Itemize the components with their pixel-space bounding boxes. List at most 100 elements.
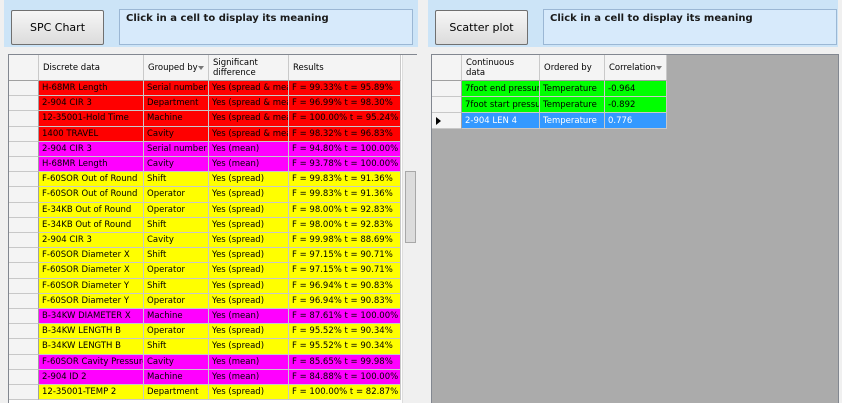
grid-cell[interactable]: Operator (144, 263, 209, 279)
grid-cell[interactable]: 2-904 LEN 4 (462, 113, 540, 129)
grid-cell[interactable]: Yes (mean) (209, 141, 289, 157)
grid-cell[interactable]: F-60SOR Diameter Y (39, 278, 144, 294)
grid-cell[interactable]: Cavity (144, 354, 209, 370)
grid-cell[interactable]: F = 94.80% t = 100.00% (289, 141, 401, 157)
row-header[interactable] (9, 141, 39, 157)
grid-cell[interactable]: 7foot end pressure (462, 81, 540, 97)
row-header[interactable] (432, 113, 462, 129)
grid-cell[interactable]: B-34KW LENGTH B (39, 324, 144, 340)
grid-cell[interactable]: Operator (144, 202, 209, 218)
grid-cell[interactable]: Yes (mean) (209, 309, 289, 325)
grid-cell[interactable]: 2-904 CIR 3 (39, 233, 144, 249)
grid-cell[interactable]: 12-35001-Hold Time (39, 111, 144, 127)
grid-cell[interactable]: Operator (144, 324, 209, 340)
grid-cell[interactable]: Cavity (144, 157, 209, 173)
grid-cell[interactable]: 2-904 CIR 3 (39, 96, 144, 112)
grid-cell[interactable]: 12-35001-TEMP 2 (39, 385, 144, 401)
grid-cell[interactable]: F-60SOR Cavity Pressure (39, 354, 144, 370)
grid-cell[interactable]: F-60SOR Diameter Y (39, 293, 144, 309)
column-header[interactable]: Significant difference (209, 55, 289, 81)
row-header[interactable] (9, 126, 39, 142)
grid-cell[interactable]: Yes (spread) (209, 217, 289, 233)
row-header[interactable] (9, 233, 39, 249)
grid-cell[interactable]: 1400 TRAVEL (39, 126, 144, 142)
row-header[interactable] (9, 202, 39, 218)
grid-cell[interactable]: F = 96.99% t = 98.30% (289, 96, 401, 112)
grid-cell[interactable]: B-34KW LENGTH B (39, 339, 144, 355)
grid-cell[interactable]: Shift (144, 172, 209, 188)
grid-cell[interactable]: H-68MR Length (39, 81, 144, 97)
grid-cell[interactable]: F = 87.61% t = 100.00% (289, 309, 401, 325)
grid-cell[interactable]: -0.964 (605, 81, 667, 97)
row-header[interactable] (9, 157, 39, 173)
grid-cell[interactable]: Yes (spread & mean) (209, 96, 289, 112)
grid-cell[interactable]: E-34KB Out of Round (39, 217, 144, 233)
grid-cell[interactable]: F-60SOR Diameter X (39, 263, 144, 279)
row-header[interactable] (9, 111, 39, 127)
scrollbar[interactable] (402, 55, 417, 403)
grid-cell[interactable]: Machine (144, 309, 209, 325)
column-header[interactable]: Ordered by (540, 55, 605, 81)
row-header[interactable] (9, 96, 39, 112)
grid-cell[interactable]: Yes (spread) (209, 339, 289, 355)
grid-cell[interactable]: 7foot start pressure (462, 97, 540, 113)
grid-cell[interactable]: Operator (144, 293, 209, 309)
grid-cell[interactable]: F = 84.88% t = 100.00% (289, 369, 401, 385)
grid-cell[interactable]: F = 95.52% t = 90.34% (289, 324, 401, 340)
row-header[interactable] (9, 248, 39, 264)
column-header[interactable]: Results (289, 55, 401, 81)
grid-cell[interactable]: Yes (mean) (209, 369, 289, 385)
grid-cell[interactable]: Yes (mean) (209, 157, 289, 173)
grid-cell[interactable]: E-34KB Out of Round (39, 202, 144, 218)
grid-cell[interactable]: F = 100.00% t = 82.87% (289, 385, 401, 401)
grid-cell[interactable]: Yes (mean) (209, 354, 289, 370)
grid-cell[interactable]: F = 96.94% t = 90.83% (289, 278, 401, 294)
grid-cell[interactable]: F-60SOR Diameter X (39, 248, 144, 264)
grid-cell[interactable]: F = 99.83% t = 91.36% (289, 172, 401, 188)
grid-cell[interactable]: F = 97.15% t = 90.71% (289, 263, 401, 279)
grid-cell[interactable]: F = 96.94% t = 90.83% (289, 293, 401, 309)
grid-cell[interactable]: F = 97.15% t = 90.71% (289, 248, 401, 264)
row-header[interactable] (9, 339, 39, 355)
grid-cell[interactable]: Shift (144, 217, 209, 233)
grid-cell[interactable]: Machine (144, 111, 209, 127)
grid-cell[interactable]: Yes (spread) (209, 324, 289, 340)
grid-cell[interactable]: Serial number (144, 81, 209, 97)
row-header[interactable] (9, 187, 39, 203)
column-header[interactable]: Continuous data (462, 55, 540, 81)
grid-cell[interactable]: F = 98.32% t = 96.83% (289, 126, 401, 142)
row-header[interactable] (9, 354, 39, 370)
grid-cell[interactable]: -0.892 (605, 97, 667, 113)
grid-cell[interactable]: Department (144, 385, 209, 401)
grid-cell[interactable]: Temperature (540, 97, 605, 113)
row-header[interactable] (432, 81, 462, 97)
grid-cell[interactable]: F = 85.65% t = 99.98% (289, 354, 401, 370)
row-header[interactable] (9, 293, 39, 309)
grid-cell[interactable]: Yes (spread & mean) (209, 111, 289, 127)
spc-chart-button[interactable]: SPC Chart (11, 10, 104, 45)
grid-cell[interactable]: Yes (spread) (209, 202, 289, 218)
row-header[interactable] (432, 97, 462, 113)
grid-cell[interactable]: Yes (spread) (209, 293, 289, 309)
row-header[interactable] (9, 324, 39, 340)
grid-cell[interactable]: F = 100.00% t = 95.24% (289, 111, 401, 127)
grid-cell[interactable]: B-34KW DIAMETER X (39, 309, 144, 325)
row-header[interactable] (9, 278, 39, 294)
row-header[interactable] (9, 369, 39, 385)
grid-cell[interactable]: Cavity (144, 126, 209, 142)
grid-cell[interactable]: Yes (spread & mean) (209, 81, 289, 97)
grid-cell[interactable]: Yes (spread) (209, 187, 289, 203)
grid-cell[interactable]: Yes (spread) (209, 172, 289, 188)
grid-cell[interactable]: Department (144, 96, 209, 112)
row-header[interactable] (9, 81, 39, 97)
grid-cell[interactable]: F = 99.33% t = 95.89% (289, 81, 401, 97)
grid-cell[interactable]: F = 99.98% t = 88.69% (289, 233, 401, 249)
grid-cell[interactable]: Shift (144, 248, 209, 264)
row-header[interactable] (9, 309, 39, 325)
grid-cell[interactable]: Yes (spread) (209, 385, 289, 401)
grid-cell[interactable]: F = 98.00% t = 92.83% (289, 202, 401, 218)
grid-cell[interactable]: F-60SOR Out of Round (39, 187, 144, 203)
grid-cell[interactable]: Operator (144, 187, 209, 203)
scatter-plot-button[interactable]: Scatter plot (435, 10, 528, 45)
grid-cell[interactable]: F = 93.78% t = 100.00% (289, 157, 401, 173)
